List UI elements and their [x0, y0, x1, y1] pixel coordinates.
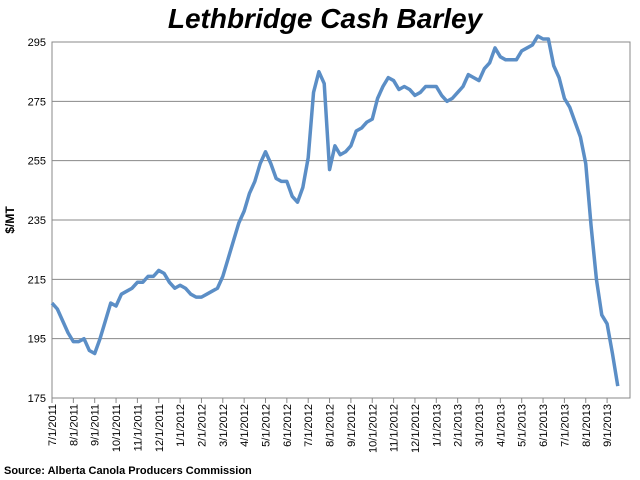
x-tick-label: 6/1/2012 [282, 404, 294, 447]
chart-title: Lethbridge Cash Barley [168, 3, 484, 34]
x-tick-label: 4/1/2012 [239, 404, 251, 447]
x-tick-label: 5/1/2012 [261, 404, 273, 447]
x-tick-label: 11/1/2011 [132, 404, 144, 451]
y-tick-label: 295 [28, 37, 46, 49]
x-tick-label: 12/1/2012 [410, 404, 422, 453]
x-tick-label: 1/1/2012 [175, 404, 187, 447]
x-tick-label: 10/1/2012 [367, 404, 379, 453]
price-line [50, 34, 620, 387]
source-note: Source: Alberta Canola Producers Commiss… [4, 465, 252, 477]
x-tick-label: 10/1/2011 [111, 404, 123, 452]
x-tick-label: 1/1/2013 [431, 404, 443, 447]
x-tick-label: 11/1/2012 [389, 404, 401, 452]
x-tick-label: 4/1/2013 [495, 404, 507, 447]
y-tick-label: 275 [28, 96, 46, 108]
x-tick-label: 9/1/2013 [602, 404, 614, 447]
x-tick-label: 6/1/2013 [538, 404, 550, 447]
x-tick-label: 7/1/2012 [303, 404, 315, 447]
x-tick-label: 12/1/2011 [154, 404, 166, 452]
y-tick-label: 235 [28, 215, 46, 227]
y-tick-label: 175 [28, 393, 46, 405]
y-tick-label: 255 [28, 156, 46, 168]
x-tick-label: 7/1/2013 [559, 404, 571, 447]
x-tick-label: 2/1/2013 [453, 404, 465, 447]
x-tick-label: 3/1/2012 [218, 404, 230, 447]
x-tick-label: 2/1/2012 [196, 404, 208, 447]
x-tick-label: 8/1/2011 [68, 404, 80, 446]
x-tick-label: 9/1/2011 [90, 404, 102, 446]
y-tick-label: 195 [28, 334, 46, 346]
y-axis-label: $/MT [3, 206, 17, 234]
x-tick-label: 5/1/2013 [517, 404, 529, 447]
x-tick-label: 8/1/2013 [581, 404, 593, 447]
x-tick-label: 3/1/2013 [474, 404, 486, 447]
x-tick-label: 9/1/2012 [346, 404, 358, 447]
x-tick-label: 7/1/2011 [47, 404, 59, 446]
y-tick-label: 215 [28, 274, 46, 286]
x-tick-label: 8/1/2012 [325, 404, 337, 447]
